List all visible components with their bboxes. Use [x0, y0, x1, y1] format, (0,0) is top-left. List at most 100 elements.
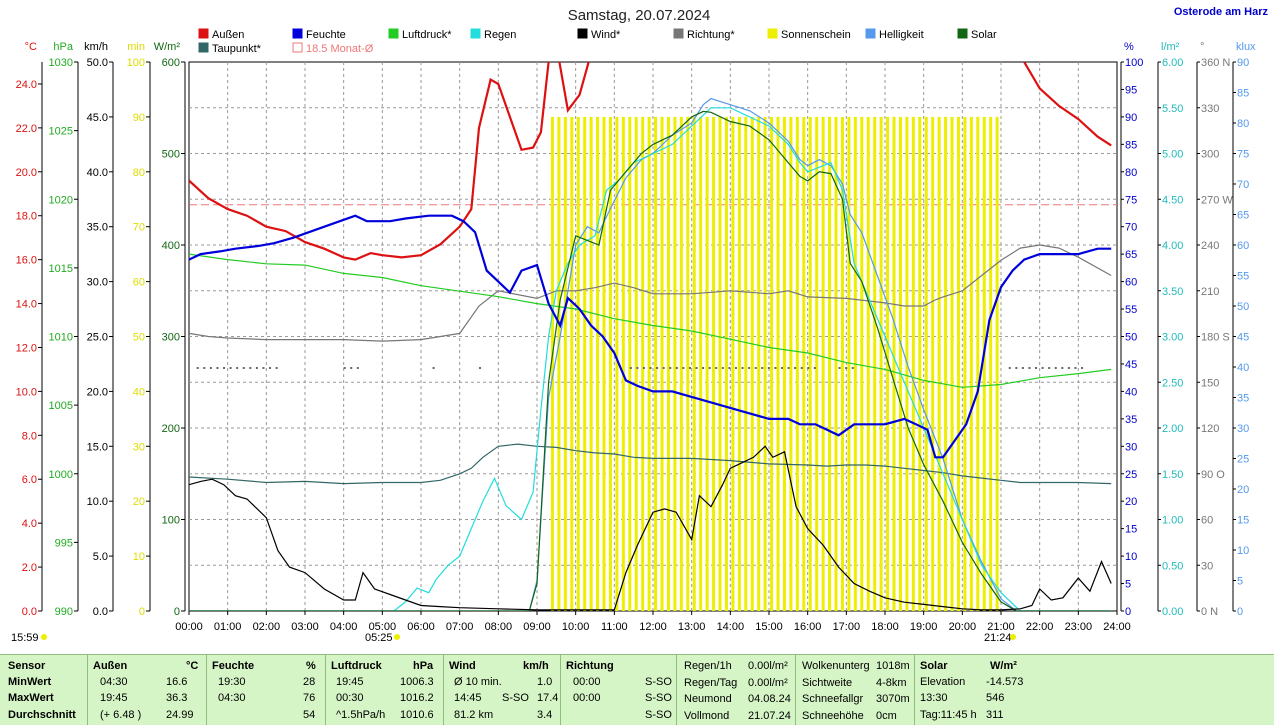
table-cell: S-SO: [645, 676, 672, 688]
x-tick-label: 07:00: [446, 621, 474, 633]
axis-tick-label: 3.50: [1162, 286, 1183, 298]
direction-dot: [196, 367, 199, 369]
series-line-taupunkt: [189, 443, 1112, 485]
table-cell: S-SO: [645, 692, 672, 704]
axis-tick-label: 25.0: [87, 332, 108, 344]
direction-dot: [741, 367, 744, 369]
direction-dot: [356, 367, 359, 369]
direction-dot: [236, 367, 239, 369]
legend-swatch: [767, 28, 778, 39]
table-cell: 28: [303, 676, 316, 688]
direction-dot: [1035, 367, 1038, 369]
axis-tick-label: 100: [162, 515, 180, 527]
direction-dot: [748, 367, 751, 369]
table-cell: 54: [303, 709, 316, 721]
sunshine-bar: [770, 116, 774, 612]
axis-tick-label: 25: [1237, 454, 1249, 466]
table-cell: 04:30: [218, 692, 246, 704]
axis-tick-label: 30: [1237, 423, 1249, 435]
axis-tick-label: 150: [1201, 377, 1219, 389]
sunshine-bar: [911, 116, 915, 612]
axis-unit: hPa: [53, 41, 73, 53]
axis-tick-label: 65: [1237, 210, 1249, 222]
series-line-außen: [189, 62, 1112, 261]
axis-tick-label: 0.50: [1162, 560, 1183, 572]
table-header: Richtung: [566, 660, 614, 672]
series-line-wind: [189, 445, 1112, 611]
axis-tick-label: 35: [1237, 393, 1249, 405]
axis-tick-label: 6.0: [22, 474, 37, 486]
axis-tick-label: 0: [1237, 606, 1243, 618]
sunshine-bar: [808, 116, 812, 612]
axis-tick-label: 15: [1237, 515, 1249, 527]
sunshine-bar: [982, 116, 986, 612]
axis-tick-label: 20: [1237, 484, 1249, 496]
table-cell: 00:00: [573, 676, 601, 688]
axis-tick-label: 90 O: [1201, 469, 1225, 481]
table-separator: [87, 655, 88, 725]
chart-title: Samstag, 20.07.2024: [568, 7, 711, 24]
legend-swatch: [198, 42, 209, 53]
table-cell: 0.00l/m²: [748, 676, 788, 689]
table-cell: 1.0: [537, 676, 553, 688]
sunshine-bar: [963, 116, 967, 612]
sunshine-bar: [815, 116, 819, 612]
direction-dot: [203, 367, 206, 369]
axis-tick-label: 5: [1125, 579, 1131, 591]
x-tick-label: 18:00: [871, 621, 899, 633]
direction-dot: [728, 367, 731, 369]
axis-tick-label: 90: [1237, 57, 1249, 69]
axis-tick-label: 2.00: [1162, 423, 1183, 435]
sunshine-bar: [550, 116, 554, 612]
sunshine-bar: [956, 116, 960, 612]
direction-dot: [708, 367, 711, 369]
axis-tick-label: 55: [1125, 304, 1137, 316]
sunshine-bar: [570, 116, 574, 612]
sunshine-bar: [608, 116, 612, 612]
table-cell: 311: [986, 709, 1004, 721]
axis-tick-label: 0.00: [1162, 606, 1183, 618]
sunshine-bar: [757, 116, 761, 612]
table-cell: 19:45: [336, 676, 364, 688]
table-cell: 0.00l/m²: [748, 660, 788, 672]
legend-swatch: [865, 28, 876, 39]
table-cell: 00:00: [573, 692, 601, 704]
sunshine-bar: [989, 116, 993, 612]
axis-tick-label: 70: [1237, 179, 1249, 191]
sunshine-bar: [782, 116, 786, 612]
direction-dot: [350, 367, 353, 369]
axis-tick-label: 240: [1201, 240, 1219, 252]
direction-dot: [649, 367, 652, 369]
axis-tick-label: 5.0: [93, 551, 108, 563]
table-header: Luftdruck: [331, 660, 382, 672]
axis-unit: min: [127, 41, 145, 53]
x-tick-label: 06:00: [407, 621, 435, 633]
table-cell: Regen/Tag: [684, 676, 738, 689]
x-tick-label: 15:00: [755, 621, 783, 633]
sunshine-bar: [969, 116, 973, 612]
axis-tick-label: 400: [162, 240, 180, 252]
x-tick-label: 04:00: [330, 621, 358, 633]
sunshine-bar: [647, 116, 651, 612]
direction-dot: [1081, 367, 1084, 369]
axis-tick-label: 10: [133, 551, 145, 563]
series-lines: [189, 62, 1112, 611]
axis-tick-label: 995: [55, 537, 73, 549]
sunset-icon: [1010, 634, 1016, 640]
x-tick-label: 23:00: [1065, 621, 1093, 633]
axis-tick-label: 12.0: [16, 342, 37, 354]
weather-chart: Samstag, 20.07.2024 Osterode am Harz Auß…: [11, 6, 1268, 644]
axis-tick-label: 1005: [49, 400, 73, 412]
direction-dot: [262, 367, 265, 369]
legend-swatch: [957, 28, 968, 39]
x-tick-label: 24:00: [1103, 621, 1131, 633]
legend-label: Luftdruck*: [402, 29, 452, 41]
direction-dot: [636, 367, 639, 369]
x-tick-label: 11:00: [601, 621, 628, 633]
axis-tick-label: 75: [1237, 149, 1249, 161]
sunshine-bar: [744, 116, 748, 612]
row-label: MaxWert: [8, 692, 54, 704]
table-cell: 19:45: [100, 692, 128, 704]
sunshine-bar: [615, 116, 619, 612]
x-tick-label: 14:00: [717, 621, 745, 633]
